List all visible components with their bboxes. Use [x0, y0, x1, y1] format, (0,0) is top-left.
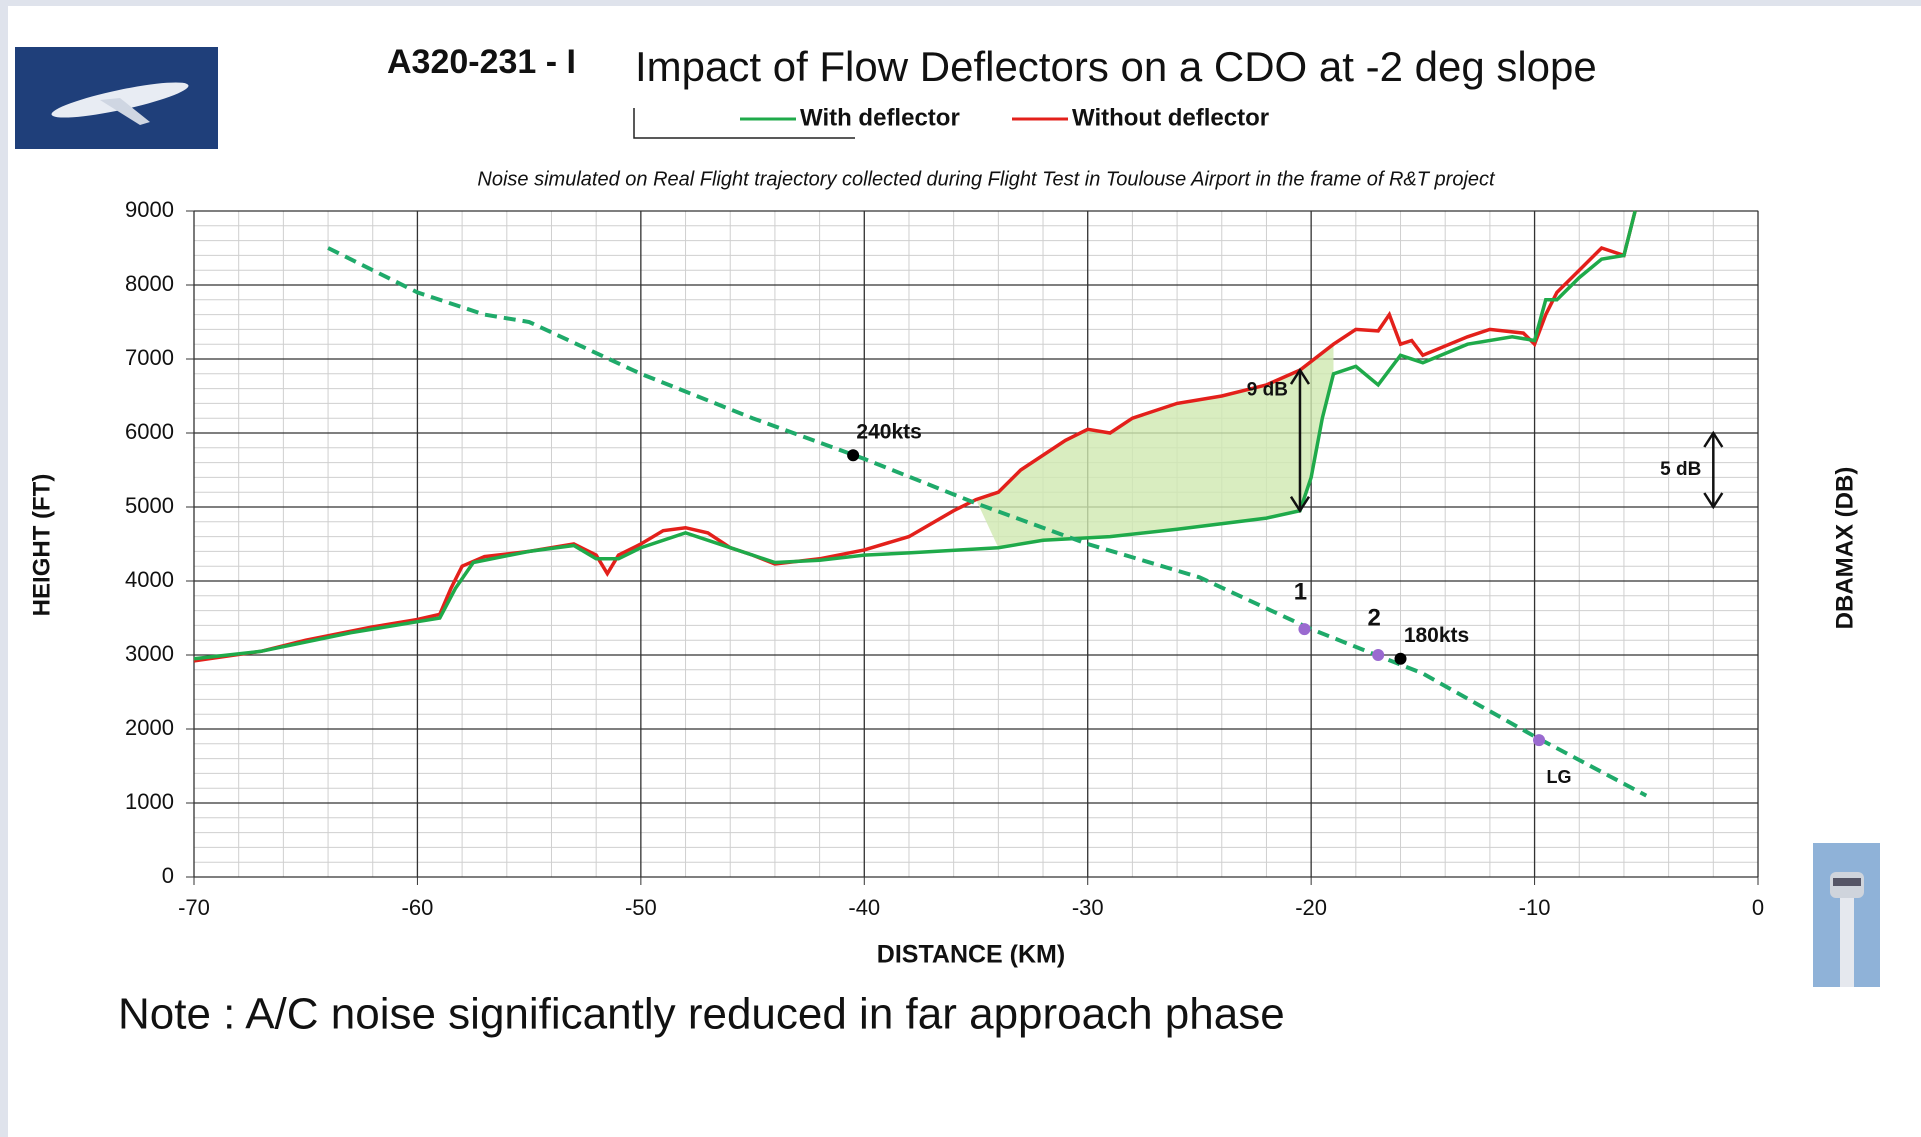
x-tick-label: -60 [402, 895, 434, 920]
arrow-label: 5 dB [1660, 459, 1701, 480]
point [1372, 649, 1385, 661]
noise-reduction-area [976, 344, 1334, 548]
x-tick-label: -30 [1072, 895, 1104, 920]
arrow-head [1289, 367, 1311, 385]
x-tick-label: -70 [178, 895, 210, 920]
arrow-head [1703, 492, 1724, 510]
plot-area [193, 210, 1759, 878]
x-tick-label: -20 [1295, 895, 1327, 920]
aircraft-image [15, 47, 218, 149]
point [1298, 623, 1311, 636]
title-prefix: A320-231 - I [387, 43, 576, 81]
y-tick-label: 7000 [125, 345, 174, 370]
top-edge [0, 0, 1921, 6]
y-tick-label: 8000 [125, 271, 174, 296]
x-tick-label: -10 [1519, 895, 1551, 920]
y-tick-label: 1000 [125, 789, 174, 814]
arrow-head [1703, 430, 1724, 448]
y2-axis-label: DBAMAX (DB) [1831, 467, 1858, 630]
tower-image [1813, 843, 1880, 987]
series-line [327, 246, 1648, 798]
point [1394, 652, 1407, 665]
x-axis-label: DISTANCE (KM) [877, 941, 1065, 969]
note: Note : A/C noise significantly reduced i… [118, 990, 1285, 1039]
y-tick-label: 6000 [125, 419, 174, 444]
x-tick-label: 0 [1752, 895, 1764, 920]
y-tick-label: 2000 [125, 715, 174, 740]
y-tick-label: 3000 [125, 641, 174, 666]
y-tick-label: 0 [162, 863, 174, 888]
chart-title: Impact of Flow Deflectors on a CDO at -2… [635, 43, 1597, 90]
x-tick-label: -40 [848, 895, 880, 920]
point-label: 240kts [856, 421, 921, 444]
point-label: LG [1547, 767, 1572, 787]
point-label: 180kts [1404, 624, 1469, 647]
y-tick-label: 9000 [125, 197, 174, 222]
x-tick-label: -50 [625, 895, 657, 920]
subtitle: Noise simulated on Real Flight trajector… [477, 168, 1496, 190]
title-bracket [633, 108, 855, 139]
y-tick-label: 4000 [125, 567, 174, 592]
point-label: 1 [1294, 578, 1307, 605]
legend-label: With deflector [800, 104, 960, 131]
point-label: 2 [1367, 604, 1380, 631]
legend-label: Without deflector [1072, 104, 1269, 131]
arrow-label: 9 dB [1247, 379, 1288, 400]
y-tick-label: 5000 [125, 493, 174, 518]
arrow-head [1289, 496, 1311, 514]
point [1533, 734, 1546, 747]
left-edge [0, 0, 8, 1137]
y-axis-label: HEIGHT (FT) [28, 474, 55, 617]
point [847, 449, 860, 462]
